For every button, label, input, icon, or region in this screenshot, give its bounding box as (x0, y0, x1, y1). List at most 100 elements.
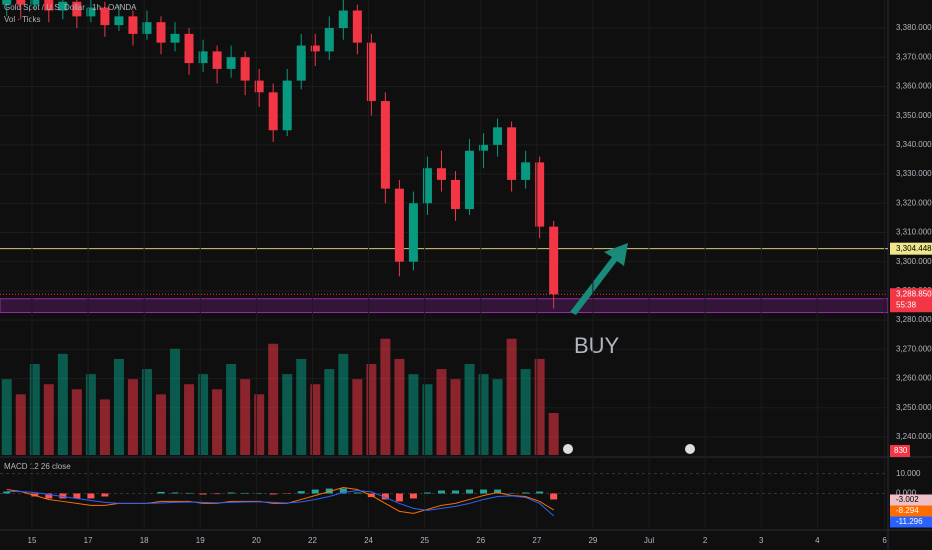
volume-bar (296, 358, 307, 455)
series-label-box (890, 505, 932, 517)
volume-bar (408, 374, 419, 455)
last-price-label: 3,288.850 (896, 289, 932, 298)
macd-histogram (480, 489, 488, 494)
macd-histogram (395, 493, 403, 502)
candle-body (408, 203, 418, 262)
volume-label: 830 (894, 446, 908, 455)
volume-bar (57, 353, 68, 455)
y-tick-label: 3,240.000 (896, 432, 932, 441)
y-tick-label: 3,280.000 (896, 315, 932, 324)
macd-histogram (45, 493, 53, 499)
volume-bar (268, 343, 279, 455)
volume-bar (478, 374, 489, 455)
y-tick-label: 0.000 (896, 489, 917, 498)
price-label-box (890, 242, 932, 255)
candle-body (268, 92, 278, 131)
y-tick-label: 3,260.000 (896, 374, 932, 383)
series-label-box (890, 494, 932, 506)
countdown: 55:38 (896, 300, 917, 309)
macd-histogram (185, 492, 193, 494)
x-tick-label: 18 (140, 536, 149, 545)
macd-histogram (297, 491, 305, 494)
candle-body (128, 16, 138, 34)
volume-bar (240, 379, 251, 455)
annotation: BUY (574, 333, 620, 358)
candle-body (310, 45, 320, 52)
macd-histogram (550, 493, 558, 500)
y-tick-label: 3,330.000 (896, 169, 932, 178)
x-tick-label: 3 (759, 536, 764, 545)
candle-body (282, 80, 292, 131)
volume-bar (141, 369, 152, 455)
macd-histogram (213, 493, 221, 495)
chart-title: Gold Spot / U.S. Dollar · 1h · OANDA (4, 3, 137, 12)
macd-histogram (353, 492, 361, 494)
x-tick-label: 20 (252, 536, 261, 545)
candle-body (338, 10, 348, 29)
x-tick-label: Jul (644, 536, 654, 545)
volume-bar (15, 394, 26, 455)
y-tick-label: 3,360.000 (896, 82, 932, 91)
volume-bar (184, 384, 195, 455)
macd-line (6, 487, 554, 514)
candle-body (226, 57, 236, 69)
volume-bar (254, 394, 265, 455)
candle-body (507, 127, 517, 180)
candle-body (44, 0, 54, 11)
y-tick-label: 3,310.000 (896, 228, 932, 237)
series-value-label: -3.002 (896, 495, 919, 504)
last-price-box (890, 288, 932, 313)
volume-bar (464, 364, 475, 455)
x-tick-label: 15 (28, 536, 37, 545)
candle-body (521, 162, 531, 180)
series-label-box (890, 516, 932, 528)
y-tick-label: 3,370.000 (896, 52, 932, 61)
volume-bar (1, 379, 12, 455)
candle-body (479, 144, 489, 151)
volume-bar (492, 379, 503, 455)
candle-body (296, 45, 306, 81)
macd-histogram (199, 493, 207, 495)
volume-bar (324, 369, 335, 455)
candle-body (184, 33, 194, 64)
volume-bar (155, 394, 166, 455)
macd-histogram (269, 493, 277, 495)
y-tick-label: 3,340.000 (896, 140, 932, 149)
price-pane (0, 0, 888, 455)
macd-histogram (522, 492, 530, 494)
y-tick-label: 3,320.000 (896, 198, 932, 207)
volume-bar (85, 374, 96, 455)
candle-body (380, 101, 390, 189)
x-tick-label: 2 (703, 536, 708, 545)
macd-histogram (311, 489, 319, 494)
volume-bar (352, 379, 363, 455)
macd-histogram (339, 488, 347, 494)
x-tick-label: 17 (84, 536, 93, 545)
x-tick-label: 24 (364, 536, 373, 545)
macd-histogram (451, 490, 459, 494)
macd-histogram (423, 492, 431, 494)
volume-bar (338, 353, 349, 455)
x-tick-label: 6 (882, 536, 887, 545)
candle-body (324, 28, 334, 52)
volume-bar (506, 338, 517, 455)
macd-histogram (87, 493, 95, 499)
volume-bar (534, 358, 545, 455)
candle-body (16, 0, 26, 5)
macd-title: MACD 12 26 close (4, 462, 71, 471)
y-tick-label: 3,270.000 (896, 344, 932, 353)
volume-bar (548, 413, 559, 455)
volume-bar (113, 358, 124, 455)
volume-bar (436, 369, 447, 455)
x-tick-label: 22 (308, 536, 317, 545)
y-tick-label: 10.000 (896, 469, 921, 478)
x-tick-label: 27 (532, 536, 541, 545)
candle-body (30, 0, 40, 5)
volume-bar (43, 384, 54, 455)
volume-bar (71, 389, 82, 455)
macd-histogram (381, 493, 389, 500)
volume-bar (380, 338, 391, 455)
